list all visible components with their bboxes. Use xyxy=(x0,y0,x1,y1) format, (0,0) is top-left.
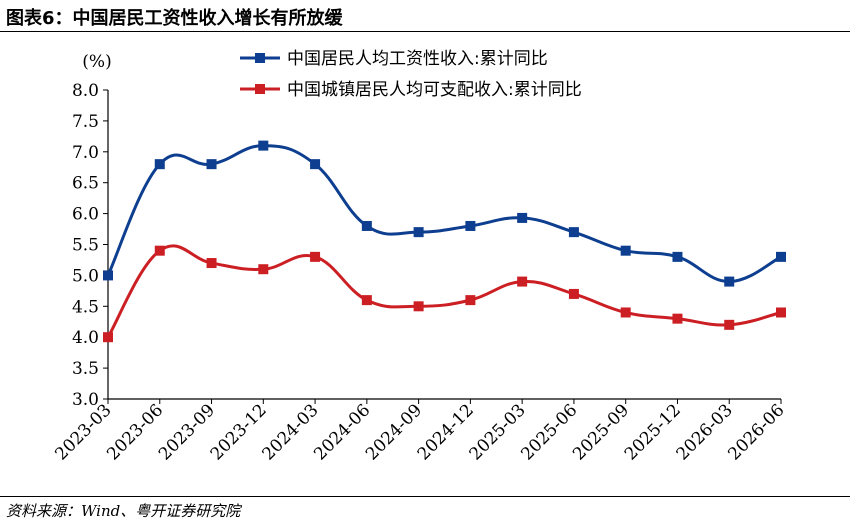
series-2-point-2024-06 xyxy=(361,295,372,306)
x-tick-label: 2023-12 xyxy=(207,400,271,464)
y-axis-unit: (%) xyxy=(82,52,111,72)
x-tick-label: 2025-09 xyxy=(569,400,633,464)
source-divider xyxy=(0,496,850,497)
series-2-point-2025-09 xyxy=(620,307,631,318)
y-tick-label: 6.0 xyxy=(72,205,99,225)
series-2-point-2023-03 xyxy=(103,332,113,343)
legend-label-2: 中国城镇居民人均可支配收入:累计同比 xyxy=(287,80,582,100)
series-2-point-2024-03 xyxy=(310,251,321,262)
x-tick-label: 2025-12 xyxy=(621,400,685,464)
series-1-point-2025-09 xyxy=(620,245,631,256)
y-tick-label: 3.5 xyxy=(72,359,99,379)
series-1-point-2026-03 xyxy=(724,276,735,287)
y-tick-label: 4.0 xyxy=(72,328,99,348)
series-2-point-2025-06 xyxy=(568,288,579,299)
series-2-point-2026-06 xyxy=(776,307,786,318)
x-tick-label: 2026-03 xyxy=(673,400,737,464)
series-1-point-2024-06 xyxy=(361,220,372,231)
x-tick-label: 2025-06 xyxy=(517,400,581,464)
y-tick-label: 5.5 xyxy=(72,236,99,256)
series-1-point-2026-06 xyxy=(776,251,786,262)
series-1-point-2023-03 xyxy=(103,270,113,281)
series-1-point-2023-12 xyxy=(258,140,269,151)
y-tick-label: 6.5 xyxy=(72,174,99,194)
series-1-point-2024-12 xyxy=(465,220,476,231)
series-1-point-2024-09 xyxy=(413,227,424,238)
series-2-point-2025-03 xyxy=(517,276,528,287)
series-1-point-2024-03 xyxy=(310,159,321,170)
series-2-point-2025-12 xyxy=(672,313,683,324)
source-note: 资料来源：Wind、粤开证券研究院 xyxy=(6,502,241,520)
series-layer xyxy=(103,140,786,343)
x-tick-label: 2026-06 xyxy=(724,400,788,464)
x-tick-label: 2024-06 xyxy=(310,400,374,464)
y-tick-label: 3.0 xyxy=(72,390,99,410)
series-1-point-2025-03 xyxy=(517,212,528,223)
series-1-point-2025-06 xyxy=(568,227,579,238)
series-2-point-2024-09 xyxy=(413,301,424,312)
series-2-point-2024-12 xyxy=(465,295,476,306)
series-2-point-2023-09 xyxy=(206,258,217,269)
series-1-point-2025-12 xyxy=(672,251,683,262)
legend-label-1: 中国居民人均工资性收入:累计同比 xyxy=(287,49,548,69)
y-tick-label: 5.0 xyxy=(72,266,99,286)
x-tick-label: 2024-03 xyxy=(259,400,323,464)
x-tick-label: 2024-12 xyxy=(414,400,478,464)
x-tick-label: 2025-03 xyxy=(466,400,530,464)
series-1-point-2023-09 xyxy=(206,159,217,170)
x-tick-label: 2024-09 xyxy=(362,400,426,464)
y-tick-label: 4.5 xyxy=(72,297,99,317)
x-tick-label: 2023-06 xyxy=(103,400,167,464)
line-chart: 3.0 3.5 4.0 4.5 5.0 5.5 6.0 6.5 7.0 7.5 8.0 (%) 2023… xyxy=(51,49,788,464)
title-divider xyxy=(0,31,850,32)
x-tick-label: 2023-09 xyxy=(155,400,219,464)
series-1-point-2023-06 xyxy=(154,159,165,170)
y-tick-label: 8.0 xyxy=(72,81,99,101)
y-tick-label: 7.5 xyxy=(72,112,99,132)
legend-marker-2 xyxy=(255,84,265,94)
x-tick-label: 2023-03 xyxy=(51,400,115,464)
series-2-point-2023-12 xyxy=(258,264,269,275)
series-2-point-2023-06 xyxy=(154,245,165,256)
series-2-point-2026-03 xyxy=(724,319,735,330)
y-tick-label: 7.0 xyxy=(72,143,99,163)
figure-title: 图表6：中国居民工资性收入增长有所放缓 xyxy=(6,8,343,29)
legend-marker-1 xyxy=(255,53,265,63)
